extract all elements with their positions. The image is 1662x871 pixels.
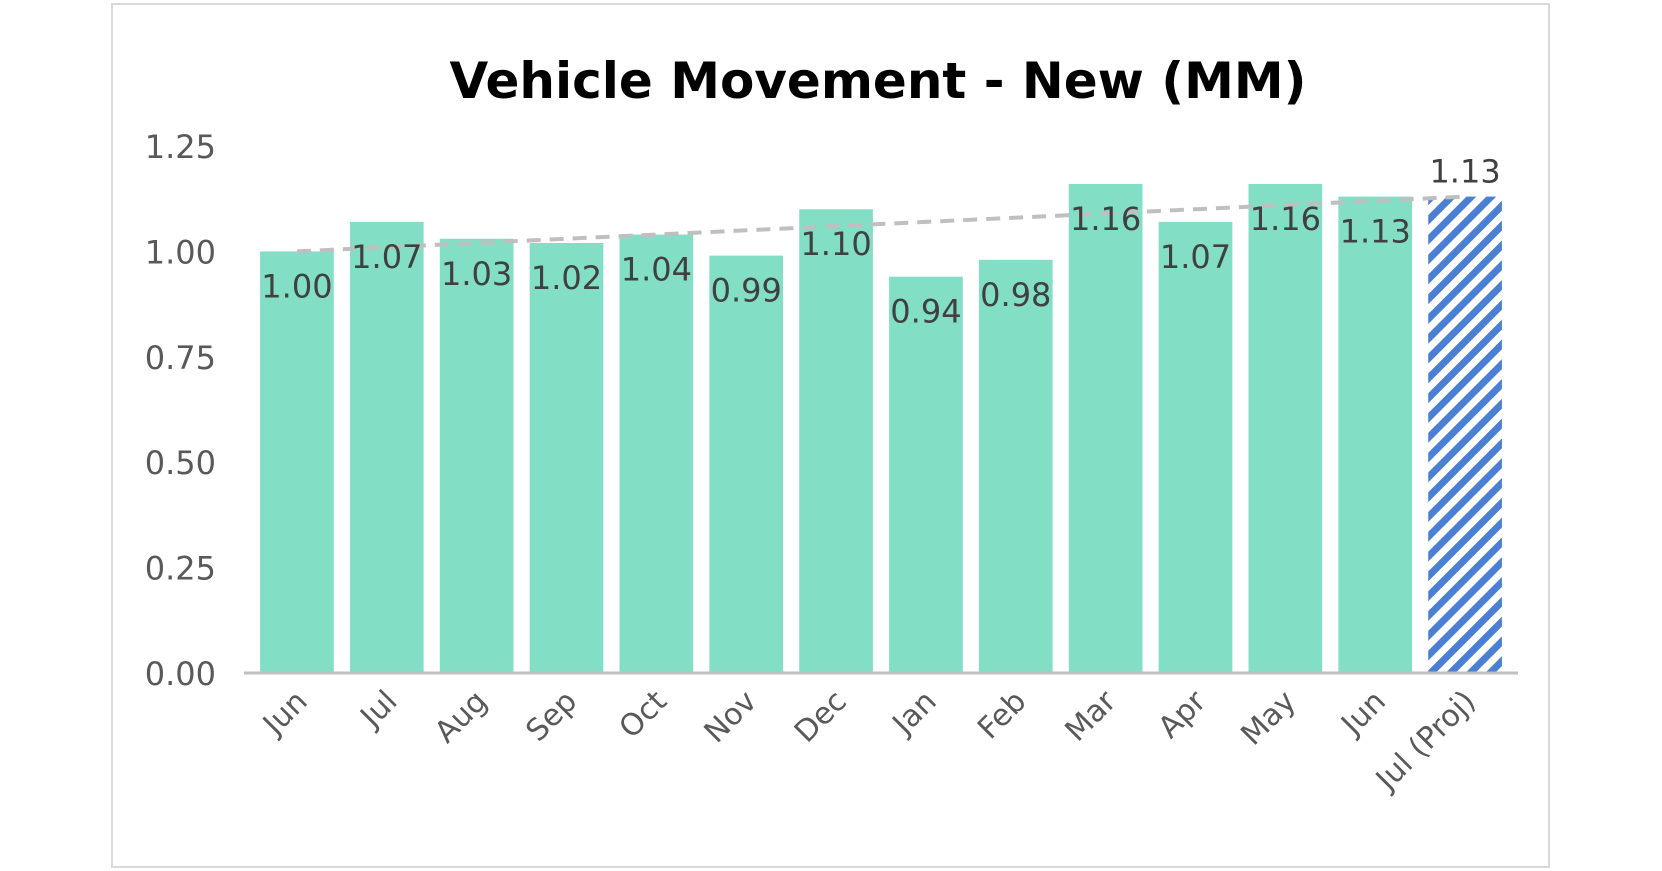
y-axis-ticks: 0.00 0.25 0.50 0.75 1.00 1.25 bbox=[145, 128, 216, 693]
y-tick-label: 0.75 bbox=[145, 339, 216, 377]
y-tick-label: 0.00 bbox=[145, 655, 216, 693]
data-label: 1.07 bbox=[351, 238, 422, 276]
bar-projected bbox=[1428, 196, 1502, 674]
data-label: 1.16 bbox=[1070, 200, 1141, 238]
data-label: 1.13 bbox=[1429, 153, 1500, 191]
bar bbox=[1068, 183, 1143, 673]
bar bbox=[619, 234, 694, 673]
trendline bbox=[296, 194, 1466, 254]
chart-title: Vehicle Movement - New (MM) bbox=[450, 52, 1307, 110]
y-tick-label: 1.00 bbox=[145, 233, 216, 271]
y-tick-label: 0.50 bbox=[145, 444, 216, 482]
data-labels: 1.00 1.07 1.03 1.02 1.04 0.99 1.10 0.94 0.98 1.16… bbox=[261, 153, 1500, 331]
data-label: 1.16 bbox=[1250, 200, 1321, 238]
bar bbox=[889, 276, 963, 673]
bar bbox=[978, 259, 1053, 673]
bar bbox=[1158, 221, 1233, 673]
bar bbox=[799, 209, 873, 674]
bar bbox=[439, 238, 514, 673]
data-label: 1.07 bbox=[1160, 238, 1231, 276]
data-label: 1.13 bbox=[1340, 213, 1411, 251]
data-label: 1.10 bbox=[800, 225, 871, 263]
y-tick-label: 0.25 bbox=[145, 550, 216, 588]
data-label: 1.02 bbox=[531, 259, 602, 297]
bar bbox=[1248, 183, 1323, 673]
bar-series bbox=[260, 183, 1502, 674]
data-label: 1.04 bbox=[621, 251, 692, 289]
y-tick-label: 1.25 bbox=[145, 128, 216, 166]
bar bbox=[1338, 196, 1413, 674]
data-label: 1.00 bbox=[261, 267, 332, 305]
data-label: 0.94 bbox=[890, 293, 961, 331]
trendline-group bbox=[296, 194, 1466, 254]
data-label: 0.98 bbox=[980, 276, 1051, 314]
data-label: 1.03 bbox=[441, 255, 512, 293]
data-label: 0.99 bbox=[711, 272, 782, 310]
bar bbox=[529, 242, 604, 673]
bar bbox=[349, 221, 424, 673]
bar bbox=[709, 255, 784, 673]
bar bbox=[260, 251, 334, 673]
